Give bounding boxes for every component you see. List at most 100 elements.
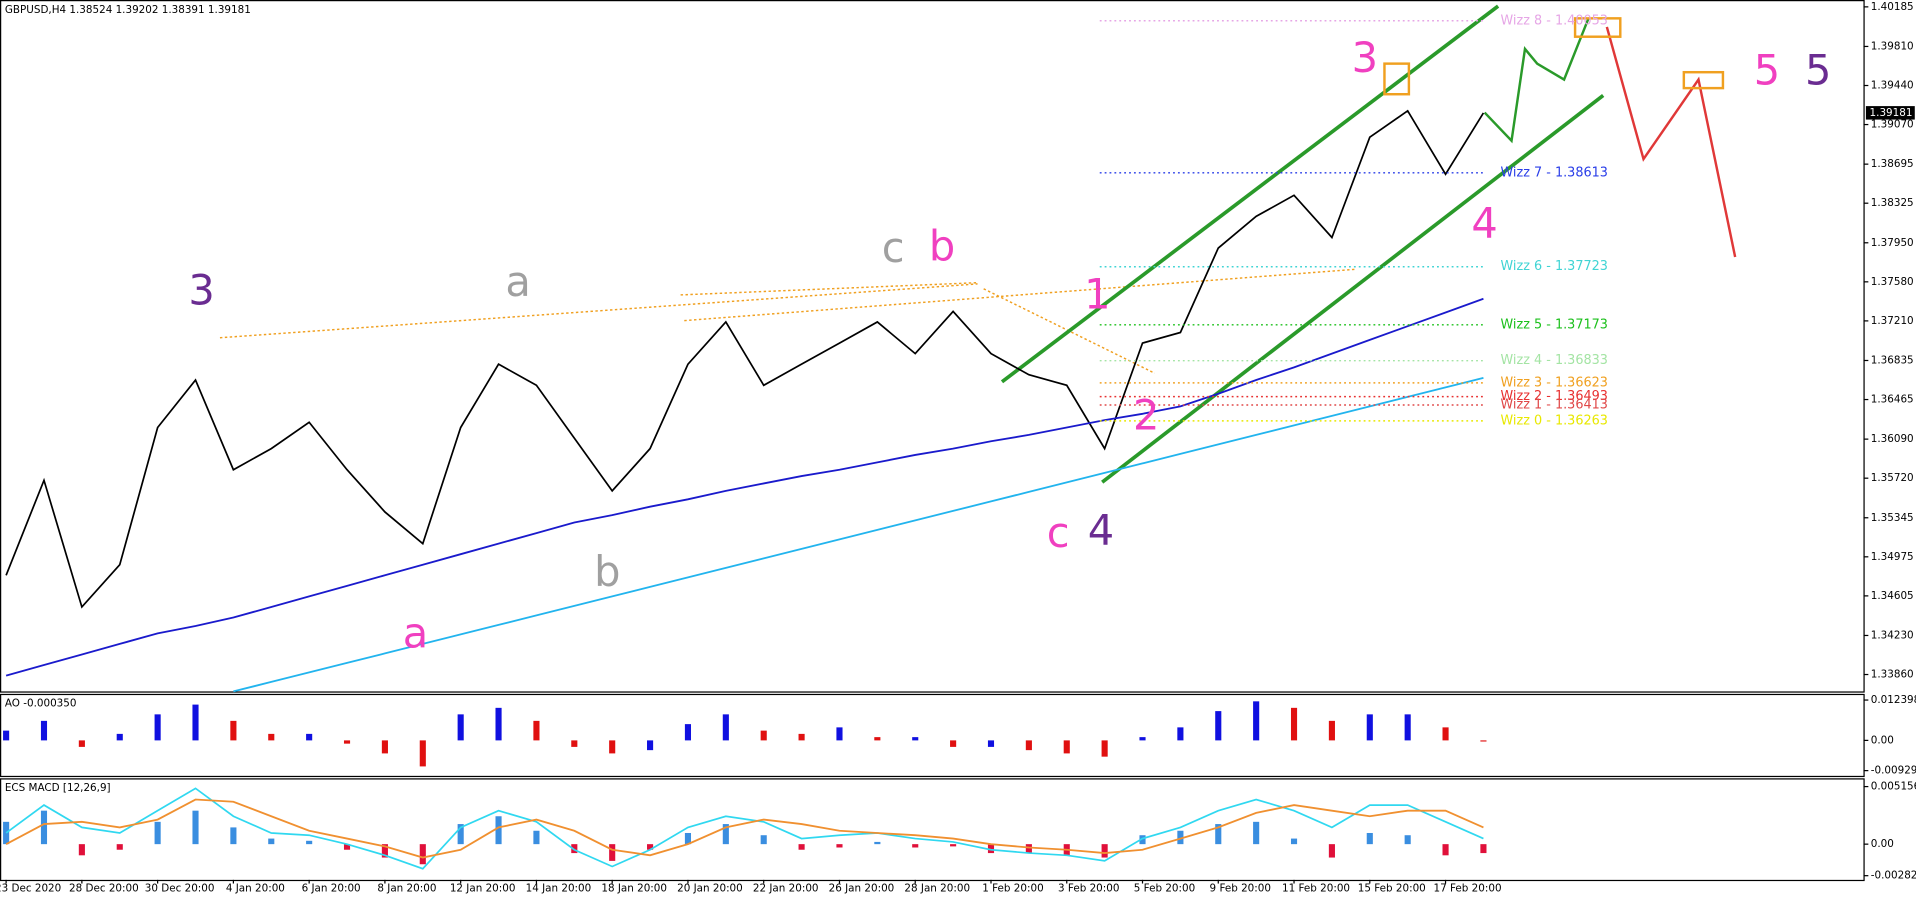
histogram-bar (533, 720, 540, 741)
histogram-bar (457, 824, 464, 845)
y-tick-label: 1.37210 (1871, 315, 1914, 327)
y-tick-label: 0.00 (1871, 838, 1894, 850)
wave-label: 4 (1088, 506, 1114, 555)
x-tick-label: 22 Jan 20:00 (753, 882, 819, 894)
histogram-bar (1215, 711, 1222, 741)
histogram-bar (571, 844, 578, 854)
histogram-bar (116, 844, 123, 850)
histogram-bar (419, 740, 426, 767)
histogram-bar (684, 832, 692, 845)
panel-title: ECS MACD [12,26,9] (5, 782, 111, 794)
y-tick-label: 1.39440 (1871, 79, 1914, 91)
histogram-bar (268, 733, 275, 741)
histogram-bar (1253, 821, 1260, 845)
wave-label: 4 (1471, 198, 1497, 247)
histogram-bar (760, 730, 767, 741)
histogram-bar (1366, 714, 1373, 741)
histogram-bar (609, 740, 616, 754)
x-tick-label: 12 Jan 20:00 (450, 882, 516, 894)
y-tick-label: 1.36835 (1871, 354, 1914, 366)
x-tick-label: 6 Jan 20:00 (302, 882, 361, 894)
panel-title: AO -0.000350 (5, 698, 77, 710)
histogram-bar (1290, 838, 1298, 845)
y-tick-label: 0.0051569 (1871, 781, 1916, 793)
histogram-bar (306, 840, 313, 845)
histogram-bar (230, 720, 237, 741)
histogram-bar (722, 714, 729, 741)
y-tick-label: 1.40185 (1871, 1, 1914, 13)
macd-frame (0, 778, 1865, 882)
wave-label: 3 (1352, 33, 1378, 82)
histogram-bar (987, 740, 995, 747)
x-tick-label: 3 Feb 20:00 (1058, 882, 1119, 894)
level-label: Wizz 7 - 1.38613 (1501, 165, 1608, 180)
histogram-bar (571, 740, 578, 747)
wave-label: b (594, 547, 620, 596)
series-line (5, 787, 1484, 870)
histogram-bar (268, 838, 275, 845)
level-label: Wizz 6 - 1.37723 (1501, 259, 1608, 274)
histogram-bar (1404, 714, 1411, 741)
trendline (680, 281, 978, 296)
y-tick-label: 0.00 (1871, 734, 1894, 746)
histogram-bar (836, 844, 843, 848)
level-label: Wizz 1 - 1.36413 (1501, 398, 1608, 413)
histogram-bar (116, 733, 123, 741)
histogram-bar (760, 835, 767, 845)
y-tick-label: -0.002825 (1871, 870, 1916, 882)
y-tick-label: 1.34975 (1871, 551, 1914, 563)
histogram-bar (874, 737, 881, 741)
y-tick-label: 1.35720 (1871, 472, 1914, 484)
histogram-bar (987, 844, 995, 854)
wave-label: c (882, 223, 905, 272)
histogram-bar (1328, 720, 1335, 741)
level-label: Wizz 8 - 1.40053 (1501, 13, 1608, 28)
histogram-bar (40, 810, 48, 845)
histogram-bar (798, 844, 805, 850)
histogram-bar (154, 714, 161, 741)
y-tick-label: 1.36465 (1871, 394, 1914, 406)
y-tick-label: 1.34605 (1871, 590, 1914, 602)
projection-arrows (1383, 17, 1737, 258)
wave-label: 1 (1084, 269, 1110, 318)
histogram-bar (192, 810, 199, 845)
x-tick-label: 30 Dec 20:00 (145, 882, 215, 894)
histogram-bar (306, 733, 313, 741)
panel-frames (0, 0, 1865, 882)
histogram-bar (1404, 835, 1411, 845)
y-tick-label: 1.34230 (1871, 629, 1914, 641)
trendline (219, 283, 978, 339)
level-label: Wizz 3 - 1.36623 (1501, 375, 1608, 390)
wave-label: 5 (1754, 45, 1780, 94)
x-tick-label: 15 Feb 20:00 (1358, 882, 1426, 894)
histogram-bar (343, 740, 351, 744)
histogram-bar (1025, 740, 1032, 751)
wave-label: a (403, 608, 428, 657)
channel-lower (1101, 93, 1605, 484)
x-tick-label: 1 Feb 20:00 (982, 882, 1043, 894)
histogram-bar (647, 740, 654, 751)
histogram-bar (495, 707, 502, 741)
current-price-label: 1.39181 (1870, 107, 1913, 119)
histogram-bar (381, 844, 388, 858)
histogram-bar (533, 830, 540, 845)
target-box (1682, 70, 1725, 90)
histogram-bar (1480, 844, 1487, 854)
wave-label: c (1047, 508, 1070, 557)
trendlines (219, 4, 1605, 484)
histogram-bar (1101, 740, 1108, 757)
histogram-bar (798, 733, 805, 741)
histogram-bar (40, 720, 48, 741)
y-tick-label: 1.39810 (1871, 40, 1914, 52)
wave-label: a (505, 257, 530, 306)
y-tick-label: 1.37580 (1871, 276, 1914, 288)
ao-frame (0, 693, 1865, 778)
green-path (1483, 17, 1590, 144)
histogram-bar (192, 704, 199, 741)
histogram-bar (1290, 707, 1298, 741)
histogram-bar (1177, 727, 1184, 741)
current-price-box (1865, 106, 1915, 120)
histogram-bar (1253, 701, 1260, 741)
